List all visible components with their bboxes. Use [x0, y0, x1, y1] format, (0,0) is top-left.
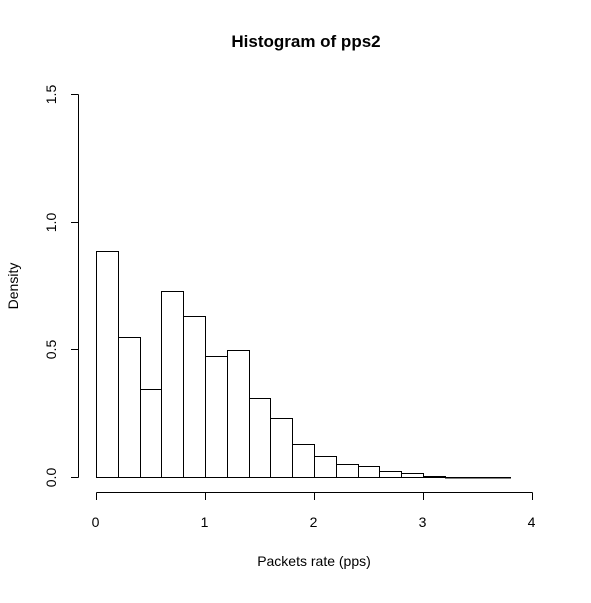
x-tick-label: 0 — [92, 514, 100, 530]
histogram-bar-15 — [423, 476, 446, 478]
histogram-bar-9 — [292, 444, 315, 478]
histogram-bar-2 — [140, 389, 162, 478]
histogram-bar-6 — [227, 350, 250, 478]
histogram-bar-13 — [379, 471, 402, 478]
histogram-bar-7 — [249, 398, 271, 478]
y-tick-label: 1.0 — [43, 213, 59, 233]
y-tick-label: 1.5 — [43, 85, 59, 105]
y-axis-label: Density — [5, 263, 21, 310]
x-tick-label: 3 — [419, 514, 427, 530]
x-tick-label: 2 — [310, 514, 318, 530]
x-axis: 0 1 2 3 4 — [92, 492, 536, 530]
histogram-bar-12 — [358, 466, 380, 478]
histogram-bar-17 — [467, 477, 489, 479]
histogram-bar-4 — [183, 316, 206, 478]
histogram-bar-3 — [161, 291, 184, 478]
histogram-bar-10 — [314, 456, 337, 478]
x-tick-label: 4 — [528, 514, 536, 530]
histogram-bar-5 — [205, 356, 228, 478]
y-tick-label: 0.0 — [43, 468, 59, 488]
histogram-bar-8 — [270, 418, 293, 478]
chart-title: Histogram of pps2 — [231, 32, 380, 51]
histogram-bar-18 — [488, 477, 511, 479]
x-tick-label: 1 — [201, 514, 209, 530]
x-axis-label: Packets rate (pps) — [257, 553, 371, 569]
histogram-bar-1 — [118, 337, 141, 478]
histogram-bars — [96, 251, 511, 479]
histogram-bar-14 — [401, 473, 424, 478]
y-axis: 0.0 0.5 1.0 1.5 — [43, 85, 79, 488]
histogram-bar-0 — [96, 251, 119, 478]
histogram-bar-11 — [336, 464, 359, 478]
histogram-bar-16 — [445, 477, 468, 479]
y-tick-label: 0.5 — [43, 340, 59, 360]
